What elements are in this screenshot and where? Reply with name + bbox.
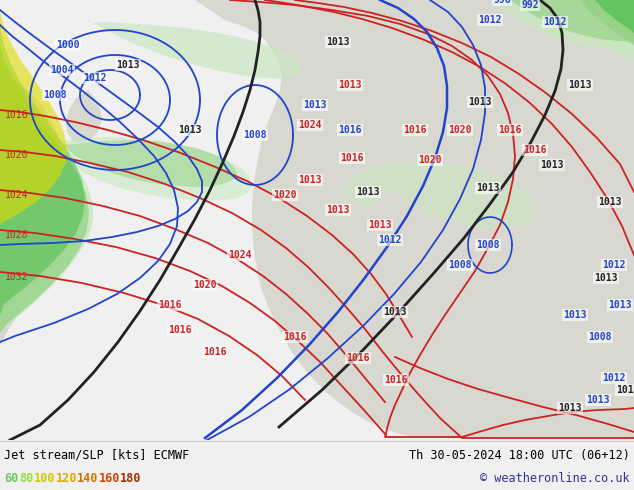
- Text: 1008: 1008: [476, 240, 500, 250]
- Text: 1013: 1013: [476, 183, 500, 193]
- Text: 1024: 1024: [5, 190, 29, 200]
- Text: 60: 60: [4, 471, 18, 485]
- Text: 80: 80: [19, 471, 33, 485]
- Text: 1013: 1013: [563, 310, 586, 320]
- Text: 1016: 1016: [204, 347, 227, 357]
- Text: 1013: 1013: [568, 80, 592, 90]
- Text: 1008: 1008: [43, 90, 67, 100]
- Text: 1016: 1016: [403, 125, 427, 135]
- Polygon shape: [510, 0, 634, 42]
- Polygon shape: [195, 0, 634, 438]
- Text: 1013: 1013: [559, 403, 582, 413]
- Text: 1016: 1016: [384, 375, 408, 385]
- Text: 1013: 1013: [327, 37, 350, 47]
- Text: 1013: 1013: [540, 160, 564, 170]
- Text: 1013: 1013: [616, 385, 634, 395]
- Text: Th 30-05-2024 18:00 UTC (06+12): Th 30-05-2024 18:00 UTC (06+12): [409, 448, 630, 462]
- Text: 1013: 1013: [116, 60, 139, 70]
- Text: 1013: 1013: [298, 175, 321, 185]
- Polygon shape: [0, 0, 67, 345]
- Text: 1016: 1016: [339, 125, 362, 135]
- Text: 1032: 1032: [5, 272, 29, 282]
- Text: 160: 160: [98, 471, 120, 485]
- Text: 1020: 1020: [418, 155, 442, 165]
- Text: 1012: 1012: [478, 15, 501, 25]
- Text: 120: 120: [56, 471, 77, 485]
- Text: 1016: 1016: [340, 153, 364, 163]
- Text: 1020: 1020: [273, 190, 297, 200]
- Text: 1013: 1013: [586, 395, 610, 405]
- Text: 1028: 1028: [5, 230, 29, 240]
- Text: 100: 100: [34, 471, 55, 485]
- Text: 1008: 1008: [448, 260, 472, 270]
- Text: 1013: 1013: [383, 307, 407, 317]
- Text: 1013: 1013: [368, 220, 392, 230]
- Text: 1013: 1013: [178, 125, 202, 135]
- Text: 1024: 1024: [228, 250, 252, 260]
- Text: 1012: 1012: [602, 373, 626, 383]
- Polygon shape: [60, 0, 302, 79]
- Text: 1016: 1016: [498, 125, 522, 135]
- Text: 1016: 1016: [5, 110, 29, 120]
- Polygon shape: [344, 161, 538, 229]
- Text: 992: 992: [521, 0, 539, 10]
- Polygon shape: [580, 0, 634, 45]
- Text: 1012: 1012: [378, 235, 402, 245]
- Text: 1020: 1020: [448, 125, 472, 135]
- Polygon shape: [595, 0, 634, 33]
- Polygon shape: [490, 0, 634, 50]
- Text: 1013: 1013: [469, 97, 492, 107]
- Text: 1013: 1013: [339, 80, 362, 90]
- Text: 1020: 1020: [193, 280, 217, 290]
- Text: 1013: 1013: [594, 273, 618, 283]
- Polygon shape: [0, 0, 89, 333]
- Text: 1016: 1016: [283, 332, 307, 342]
- Text: 1013: 1013: [598, 197, 622, 207]
- Polygon shape: [0, 0, 67, 224]
- Text: 1016: 1016: [523, 145, 547, 155]
- Text: 1013: 1013: [327, 205, 350, 215]
- Text: 1000: 1000: [56, 40, 80, 50]
- Text: 140: 140: [77, 471, 98, 485]
- Text: 1013: 1013: [608, 300, 631, 310]
- Text: 1016: 1016: [158, 300, 182, 310]
- Text: 996: 996: [493, 0, 511, 5]
- Text: 1012: 1012: [602, 260, 626, 270]
- Polygon shape: [66, 90, 102, 144]
- Polygon shape: [0, 0, 93, 333]
- Polygon shape: [55, 137, 252, 201]
- Polygon shape: [0, 0, 85, 315]
- Text: 1013: 1013: [356, 187, 380, 197]
- Text: 1012: 1012: [543, 17, 567, 27]
- Text: 1013: 1013: [303, 100, 327, 110]
- Text: 1024: 1024: [298, 120, 321, 130]
- Text: 1020: 1020: [5, 150, 29, 160]
- Text: 1016: 1016: [168, 325, 191, 335]
- Text: 1012: 1012: [83, 73, 107, 83]
- Text: 1004: 1004: [50, 65, 74, 75]
- Text: 1008: 1008: [588, 332, 612, 342]
- Polygon shape: [565, 0, 634, 64]
- Text: © weatheronline.co.uk: © weatheronline.co.uk: [481, 471, 630, 485]
- Text: Jet stream/SLP [kts] ECMWF: Jet stream/SLP [kts] ECMWF: [4, 448, 190, 462]
- Polygon shape: [62, 140, 237, 187]
- Text: 1016: 1016: [346, 353, 370, 363]
- Text: 1008: 1008: [243, 130, 267, 140]
- Text: 180: 180: [120, 471, 141, 485]
